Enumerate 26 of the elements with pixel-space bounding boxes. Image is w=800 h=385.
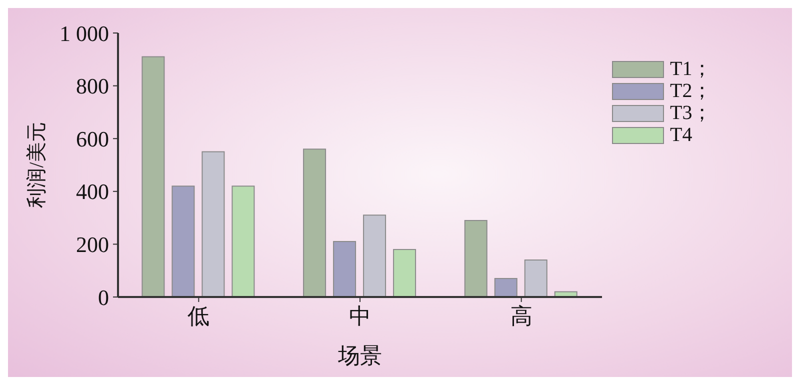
- bar: [464, 220, 488, 297]
- bar: [524, 260, 548, 297]
- legend-label: T1；: [670, 58, 712, 80]
- bar: [232, 186, 255, 297]
- bar: [202, 151, 225, 297]
- bar: [303, 148, 326, 297]
- bar: [494, 278, 518, 297]
- bar: [142, 56, 165, 297]
- y-tick-label: 600: [76, 126, 109, 152]
- y-tick-label: 0: [98, 284, 109, 310]
- x-tick-label: 高: [510, 304, 532, 329]
- x-tick-label: 中: [349, 304, 371, 329]
- y-tick-label: 800: [76, 74, 109, 99]
- x-axis-title: 场景: [337, 343, 382, 368]
- legend-label: T4: [670, 124, 692, 146]
- y-tick-label: 400: [76, 179, 109, 204]
- x-tick-label: 低: [188, 304, 210, 329]
- y-tick-label: 1 000: [60, 20, 109, 46]
- legend-label: T3；: [670, 102, 712, 124]
- legend-label: T2；: [670, 80, 712, 102]
- bar: [363, 214, 386, 297]
- bar: [393, 248, 416, 297]
- bar: [333, 241, 356, 297]
- bar: [172, 186, 195, 297]
- y-axis-title: 利润/美元: [25, 122, 48, 208]
- y-tick-label: 200: [76, 232, 109, 258]
